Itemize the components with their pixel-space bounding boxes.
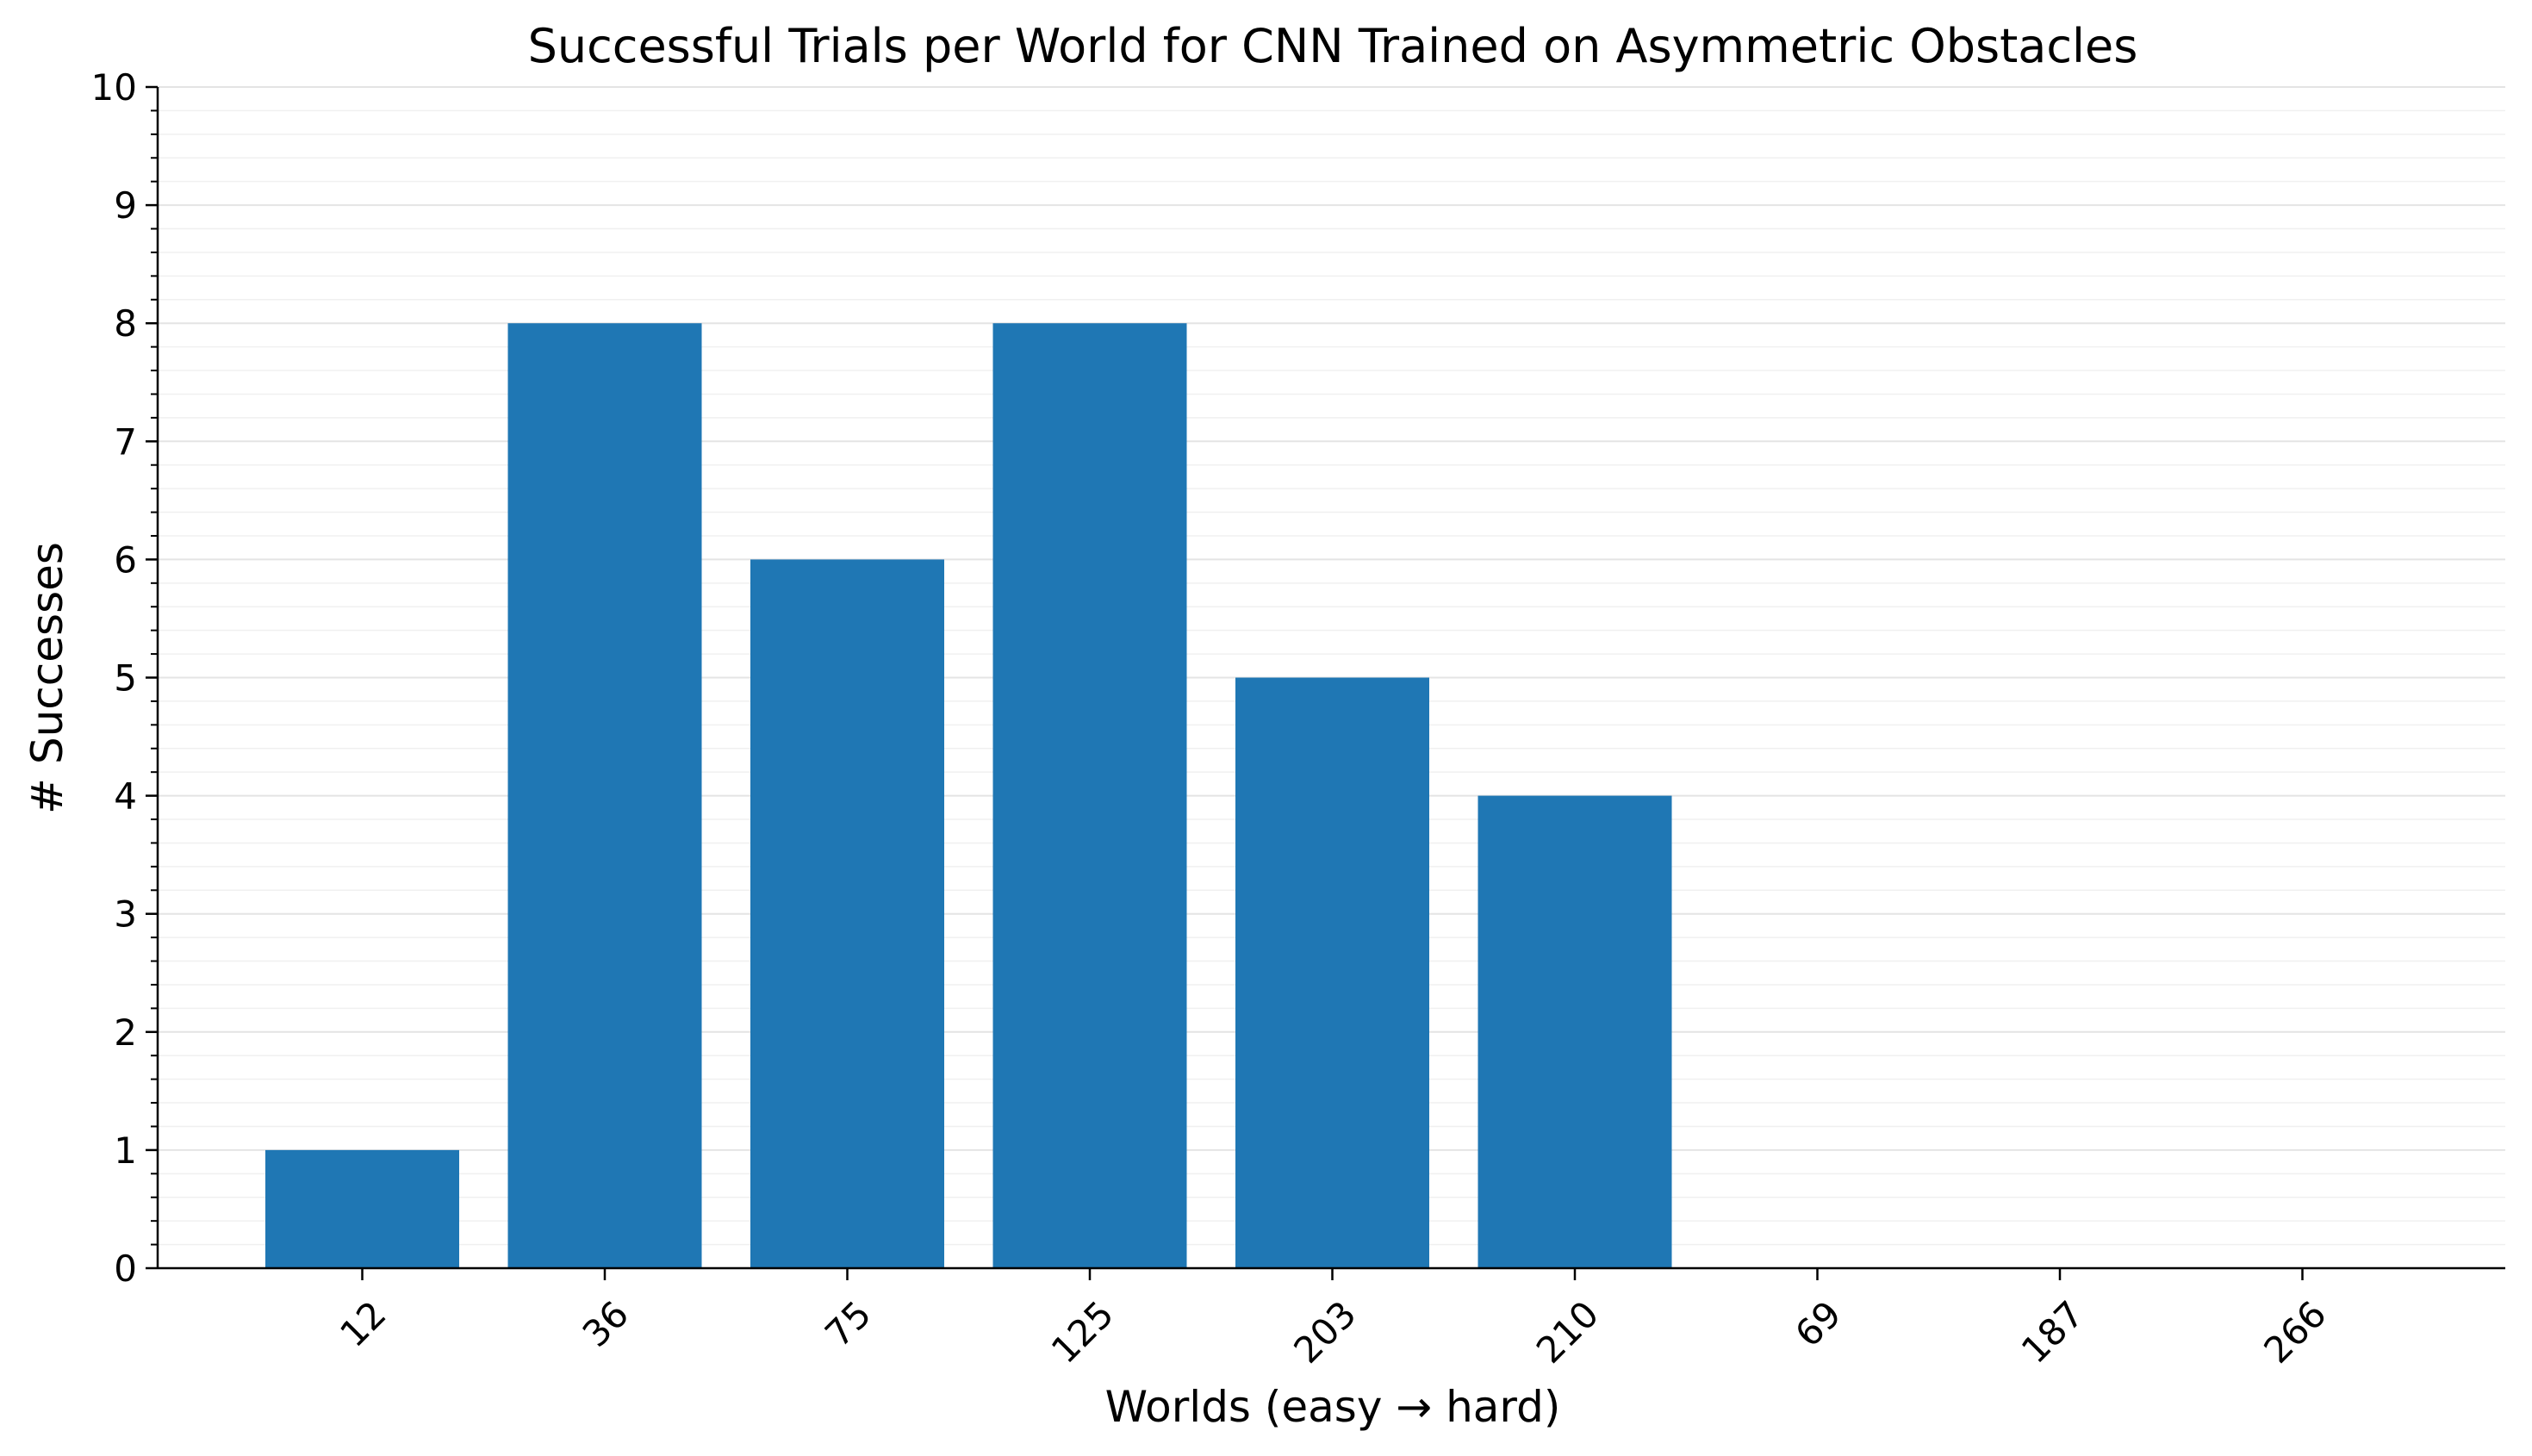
- x-axis-label: Worlds (easy → hard): [1105, 1382, 1561, 1432]
- x-tick-label: 125: [1043, 1292, 1122, 1371]
- y-tick-label: 7: [114, 420, 137, 463]
- x-tick-label: 210: [1528, 1292, 1607, 1371]
- y-tick-label: 10: [91, 66, 137, 109]
- y-tick-label: 3: [114, 893, 137, 936]
- bar: [1478, 795, 1672, 1268]
- y-axis-label: # Successes: [22, 542, 72, 814]
- bar: [992, 323, 1187, 1269]
- y-tick-label: 1: [114, 1129, 137, 1172]
- y-tick-label: 8: [114, 302, 137, 345]
- y-tick-label: 9: [114, 184, 137, 227]
- bar: [507, 323, 702, 1269]
- y-tick-label: 4: [114, 775, 137, 818]
- x-axis: 12 36 75 125 203 210 69 187 266: [158, 1266, 2505, 1372]
- x-tick-label: 203: [1285, 1292, 1364, 1371]
- y-tick-label: 6: [114, 538, 137, 581]
- x-tick-label: 75: [817, 1292, 879, 1354]
- bars: [265, 323, 1672, 1269]
- y-tick-label: 2: [114, 1011, 137, 1054]
- bar: [750, 559, 944, 1268]
- x-tick-label: 12: [332, 1292, 394, 1354]
- x-tick-label: 36: [575, 1292, 637, 1354]
- y-axis: 0 1 2 3 4 5 6 7 8 9 10: [91, 66, 159, 1290]
- x-tick-label: 266: [2255, 1292, 2334, 1371]
- y-tick-label: 0: [114, 1248, 137, 1290]
- y-tick-label: 5: [114, 657, 137, 700]
- bar: [265, 1149, 459, 1268]
- x-tick-label: 187: [2013, 1292, 2092, 1371]
- bar: [1235, 677, 1429, 1268]
- chart-title: Successful Trials per World for CNN Trai…: [528, 19, 2138, 73]
- x-tick-label: 69: [1787, 1292, 1849, 1354]
